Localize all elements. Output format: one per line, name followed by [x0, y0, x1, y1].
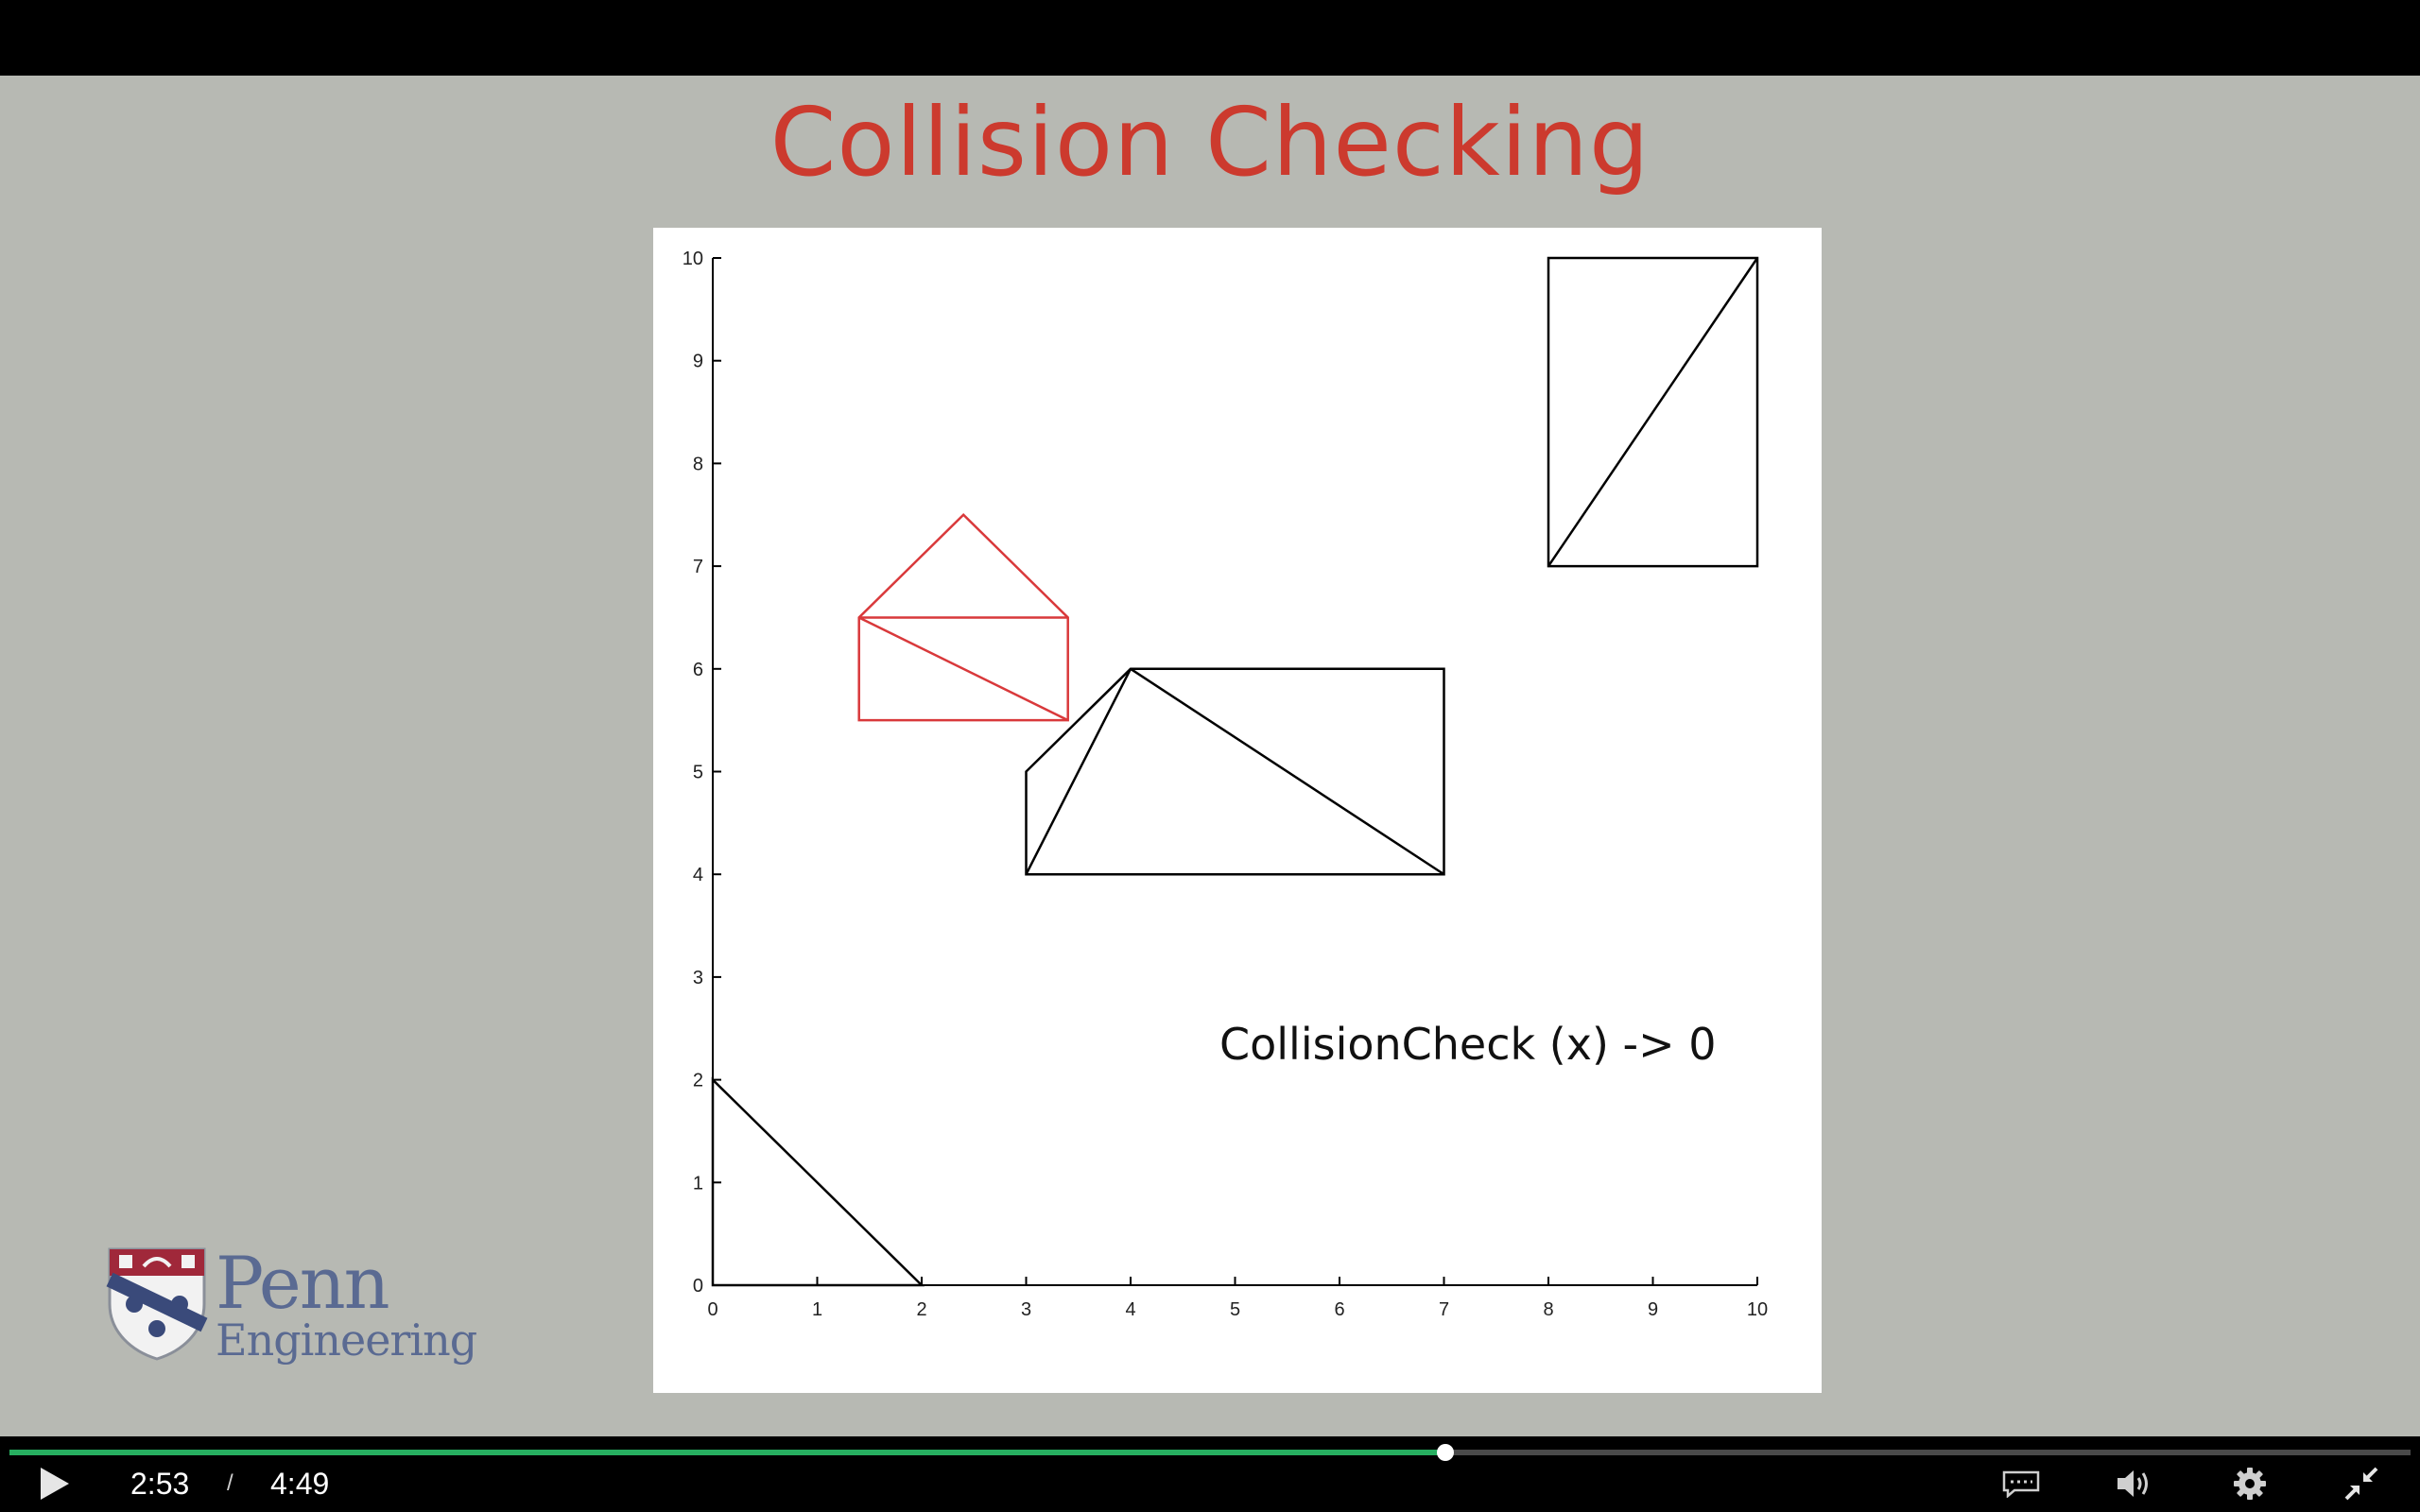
y-tick-label: 4 [693, 865, 703, 885]
play-icon [41, 1468, 69, 1500]
volume-button[interactable] [2110, 1461, 2159, 1506]
y-tick-label: 8 [693, 454, 703, 474]
volume-icon [2118, 1470, 2148, 1497]
logo-text-penn: Penn [216, 1241, 390, 1325]
exit-fullscreen-icon [2344, 1467, 2378, 1501]
captions-icon [2002, 1470, 2040, 1498]
x-tick-label: 1 [812, 1299, 822, 1320]
robot-house-edge [858, 616, 1069, 722]
obstacle-middle-outline [1025, 667, 1445, 876]
penn-shield-icon [106, 1247, 208, 1361]
x-tick-label: 0 [707, 1299, 717, 1320]
y-tick-label: 10 [683, 249, 703, 269]
x-tick-label: 2 [916, 1299, 926, 1320]
y-tick-label: 3 [693, 968, 703, 988]
top-letterbox [0, 0, 2420, 76]
obstacle-middle-edge [1130, 667, 1445, 876]
penn-engineering-logo: Penn Engineering [106, 1241, 477, 1378]
slide-title: Collision Checking [769, 86, 1651, 198]
obstacle-top-right-edge [1547, 257, 1759, 567]
seek-bar-played [9, 1450, 1445, 1455]
seek-bar[interactable] [9, 1444, 2411, 1461]
y-tick-label: 0 [693, 1276, 703, 1297]
x-tick-label: 5 [1230, 1299, 1240, 1320]
y-tick-label: 7 [693, 557, 703, 577]
collision-plot: 0 1 2 3 4 5 6 7 8 9 10 0 1 2 3 4 5 6 7 8 9 10 [653, 228, 1822, 1393]
duration: 4:49 [270, 1467, 330, 1501]
x-tick-label: 4 [1125, 1299, 1135, 1320]
captions-button[interactable] [1996, 1463, 2046, 1504]
x-tick-label: 8 [1543, 1299, 1553, 1320]
time-separator: / [227, 1470, 233, 1496]
video-slide[interactable]: Collision Checking 0 1 2 3 4 5 6 7 8 9 10 0 1 2 3 4 5 6 7 8… [0, 76, 2420, 1436]
triangle-bottom-left-outline [711, 1076, 925, 1287]
x-tick-label: 10 [1747, 1299, 1768, 1320]
gear-icon [2234, 1468, 2266, 1500]
current-time: 2:53 [130, 1467, 190, 1501]
player-control-bar: 2:53 / 4:49 [0, 1436, 2420, 1512]
settings-button[interactable] [2225, 1461, 2274, 1506]
robot-house-outline [857, 512, 1069, 722]
x-tick-label: 6 [1334, 1299, 1344, 1320]
x-tick-label: 3 [1021, 1299, 1031, 1320]
collision-check-annotation: CollisionCheck (x) -> 0 [1219, 1019, 1717, 1070]
obstacle-middle-edge [1025, 668, 1132, 875]
x-tick-label: 9 [1648, 1299, 1658, 1320]
y-tick-label: 5 [693, 763, 703, 783]
plot-svg: 0 1 2 3 4 5 6 7 8 9 10 0 1 2 3 4 5 6 7 8 9 10 [683, 249, 1768, 1320]
exit-fullscreen-button[interactable] [2337, 1461, 2386, 1506]
logo-text-engineering: Engineering [216, 1314, 477, 1366]
y-tick-label: 1 [693, 1173, 703, 1194]
x-tick-label: 7 [1439, 1299, 1449, 1320]
play-button[interactable] [28, 1461, 81, 1506]
seek-bar-handle[interactable] [1436, 1444, 1454, 1461]
y-tick-label: 2 [693, 1071, 703, 1091]
y-tick-label: 6 [693, 660, 703, 680]
y-tick-label: 9 [693, 352, 703, 372]
